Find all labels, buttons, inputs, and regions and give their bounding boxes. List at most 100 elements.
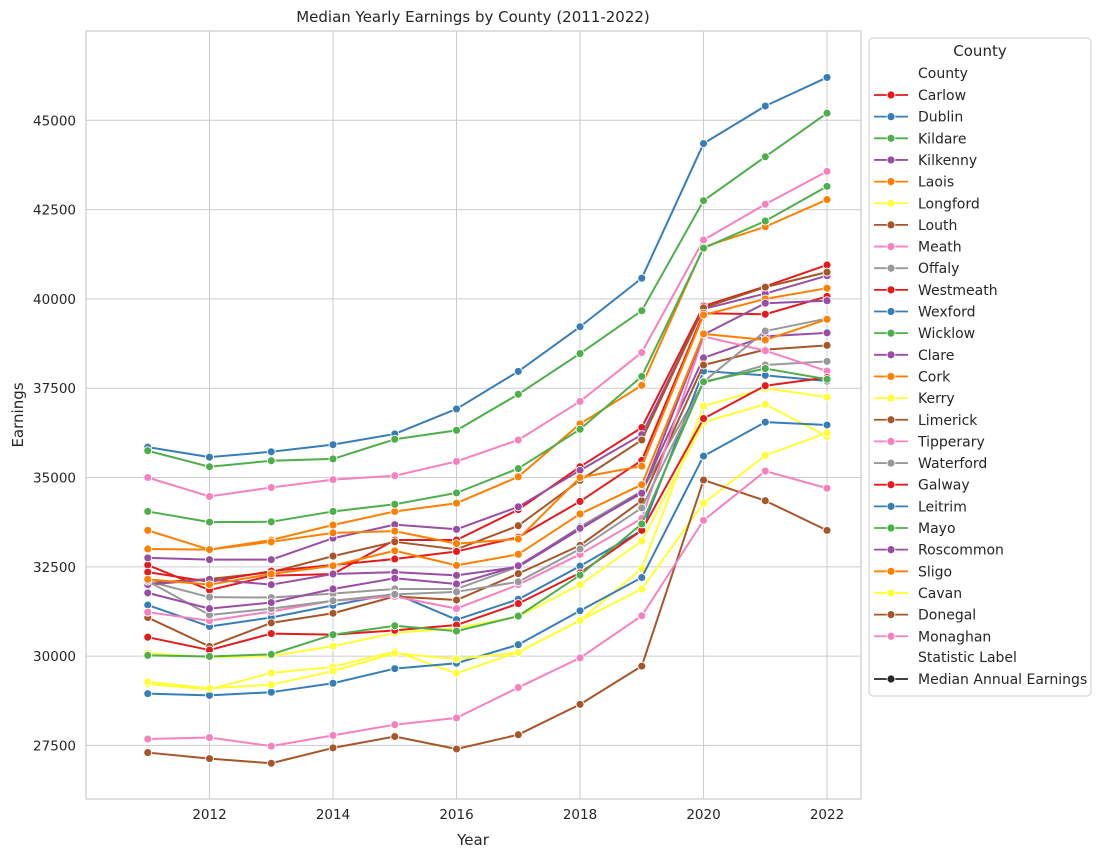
data-point — [328, 584, 338, 594]
data-point — [452, 524, 461, 534]
data-point — [575, 509, 585, 519]
data-point — [143, 473, 153, 482]
data-point — [143, 607, 153, 617]
legend-label: Kilkenny — [918, 153, 977, 169]
data-point — [328, 596, 338, 606]
legend-swatch-marker — [886, 674, 896, 684]
data-point — [822, 340, 832, 350]
data-point — [822, 428, 832, 438]
data-point — [390, 554, 400, 564]
legend-label: Roscommon — [918, 543, 1004, 559]
data-point — [513, 366, 523, 376]
data-point — [266, 456, 276, 466]
data-point — [266, 668, 276, 678]
legend-header-statistic: Statistic Label — [918, 650, 1017, 666]
data-point — [328, 630, 338, 640]
series-line — [147, 479, 828, 765]
legend-swatch-marker — [886, 588, 896, 598]
data-point — [760, 417, 770, 427]
legend-item-tipperary: Tipperary — [874, 434, 985, 450]
data-point — [699, 196, 708, 206]
series-line — [147, 387, 828, 691]
series-line — [147, 331, 828, 586]
data-point — [822, 166, 832, 176]
legend-swatch-marker — [886, 436, 896, 446]
data-point — [760, 216, 770, 226]
data-point — [205, 652, 214, 661]
data-point — [760, 152, 770, 162]
legend-item-roscommon: Roscommon — [874, 543, 1004, 559]
data-point — [699, 515, 708, 525]
x-tick-label: 2020 — [686, 807, 720, 823]
legend-label: Kildare — [918, 131, 967, 147]
series-dublin — [143, 72, 832, 462]
series-leitrim — [143, 417, 832, 700]
legend-item-offaly: Offaly — [874, 261, 959, 277]
legend-swatch-marker — [886, 307, 896, 316]
data-point — [452, 560, 461, 570]
series-line — [147, 264, 828, 592]
data-point — [575, 580, 585, 590]
legend-item-kilkenny: Kilkenny — [874, 153, 977, 169]
series-kilkenny — [143, 271, 832, 565]
series-line — [147, 470, 828, 748]
legend-item-waterford: Waterford — [874, 456, 987, 472]
data-point — [822, 296, 832, 306]
series-wicklow — [143, 181, 832, 527]
legend-label: Donegal — [918, 608, 976, 624]
legend-items: Carlow Dublin Kildare Kilkenny Laois Longford… — [874, 88, 1004, 645]
series-line — [147, 317, 828, 617]
x-tick-label: 2022 — [810, 807, 844, 823]
legend-swatch-marker — [886, 501, 896, 511]
data-point — [760, 282, 770, 292]
data-point — [328, 520, 338, 530]
data-point — [266, 687, 276, 697]
data-point — [637, 584, 647, 594]
data-point — [637, 488, 647, 498]
data-point — [143, 748, 153, 758]
legend-swatch-marker — [886, 458, 896, 468]
legend-swatch-marker — [886, 177, 896, 187]
data-point — [266, 447, 276, 457]
data-point — [513, 534, 523, 544]
legend-swatch-marker — [886, 610, 896, 619]
data-point — [452, 595, 461, 605]
data-point — [513, 521, 523, 531]
legend-label: Clare — [918, 348, 954, 364]
data-point — [452, 456, 461, 466]
data-point — [822, 374, 832, 384]
data-point — [637, 573, 647, 582]
legend-label: Galway — [918, 478, 970, 494]
x-tick-label: 2016 — [439, 807, 473, 823]
legend-item-statistic: Median Annual Earnings — [874, 672, 1087, 688]
data-point — [760, 101, 770, 111]
data-point — [143, 588, 153, 598]
data-point — [452, 547, 461, 556]
legend-swatch-marker — [886, 242, 896, 251]
data-point — [513, 389, 523, 399]
legend-label: Longford — [918, 196, 980, 212]
data-point — [637, 611, 647, 621]
data-point — [452, 626, 461, 636]
data-point — [143, 689, 153, 699]
data-point — [143, 632, 153, 642]
legend-statistic-label: Median Annual Earnings — [918, 672, 1087, 688]
data-point — [452, 587, 461, 597]
y-tick-label: 35000 — [33, 471, 76, 487]
data-point — [513, 730, 523, 740]
x-tick-label: 2018 — [563, 807, 597, 823]
data-point — [390, 434, 400, 444]
data-point — [822, 72, 832, 82]
series-line — [147, 299, 828, 610]
data-point — [328, 440, 338, 450]
data-point — [822, 314, 832, 324]
data-point — [513, 640, 523, 650]
legend-swatch-marker — [886, 263, 896, 273]
legend-label: Meath — [918, 240, 962, 256]
legend-item-limerick: Limerick — [874, 413, 978, 429]
data-point — [143, 506, 153, 516]
data-point — [575, 473, 585, 482]
series-line — [147, 287, 828, 551]
data-point — [637, 306, 647, 316]
series-mayo — [143, 364, 832, 661]
